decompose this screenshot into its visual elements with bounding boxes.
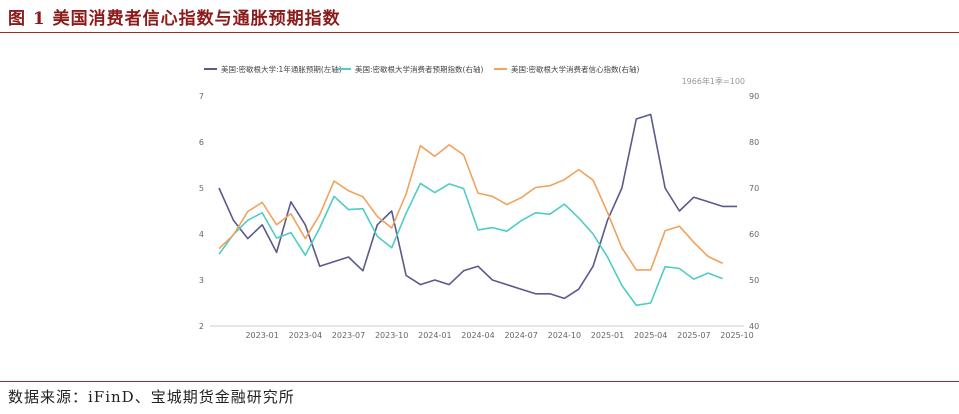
x-tick-label: 2023-04 [289, 331, 322, 340]
y-right-tick-label: 70 [749, 184, 759, 193]
legend-label-2: 美国:密歇根大学消费者预期指数(右轴) [355, 64, 483, 74]
line-chart: 美国:密歇根大学:1年通胀预期(左轴) 美国:密歇根大学消费者预期指数(右轴) 美国… [199, 64, 759, 340]
x-tick-label: 2024-07 [504, 331, 537, 340]
y-left-tick-label: 2 [199, 322, 204, 331]
y-left-tick-label: 6 [199, 138, 204, 147]
x-tick-label: 2025-01 [591, 331, 624, 340]
source-rule [0, 381, 959, 382]
legend-label-1: 美国:密歇根大学:1年通胀预期(左轴) [221, 64, 342, 74]
series-line-3 [218, 144, 723, 271]
x-tick-label: 2025-07 [677, 331, 710, 340]
y-left-tick-label: 7 [199, 92, 204, 101]
x-axis: 2023-01 2023-04 2023-07 2023-10 2024-01 2024-… [245, 331, 753, 340]
legend: 美国:密歇根大学:1年通胀预期(左轴) 美国:密歇根大学消费者预期指数(右轴) 美国… [204, 64, 639, 74]
y-right-tick-label: 40 [749, 322, 759, 331]
y-left-tick-label: 3 [199, 276, 204, 285]
x-tick-label: 2024-01 [418, 331, 451, 340]
x-tick-label: 2025-10 [720, 331, 753, 340]
chart-note: 1966年1季=100 [682, 76, 745, 86]
y-right-tick-label: 90 [749, 92, 759, 101]
series-line-2 [218, 182, 723, 307]
source-note: 数据来源：iFinD、宝城期货金融研究所 [8, 388, 295, 406]
x-tick-label: 2025-04 [634, 331, 667, 340]
y-right-tick-label: 60 [749, 230, 759, 239]
plot-area [218, 113, 737, 307]
x-tick-label: 2024-04 [461, 331, 494, 340]
x-tick-label: 2024-10 [548, 331, 581, 340]
y-right-tick-label: 50 [749, 276, 759, 285]
y-right-tick-label: 80 [749, 138, 759, 147]
y-axis-right: 40 50 60 70 80 90 [749, 92, 759, 331]
title-rule [0, 32, 959, 33]
figure-title: 图 1 美国消费者信心指数与通胀预期指数 [8, 9, 341, 29]
x-tick-label: 2023-01 [245, 331, 278, 340]
series-line-1 [218, 113, 737, 300]
x-tick-label: 2023-07 [332, 331, 365, 340]
y-axis-left: 2 3 4 5 6 7 [199, 92, 204, 331]
y-left-tick-label: 4 [199, 230, 204, 239]
x-tick-label: 2023-10 [375, 331, 408, 340]
y-left-tick-label: 5 [199, 184, 204, 193]
legend-label-3: 美国:密歇根大学消费者信心指数(右轴) [511, 64, 639, 74]
